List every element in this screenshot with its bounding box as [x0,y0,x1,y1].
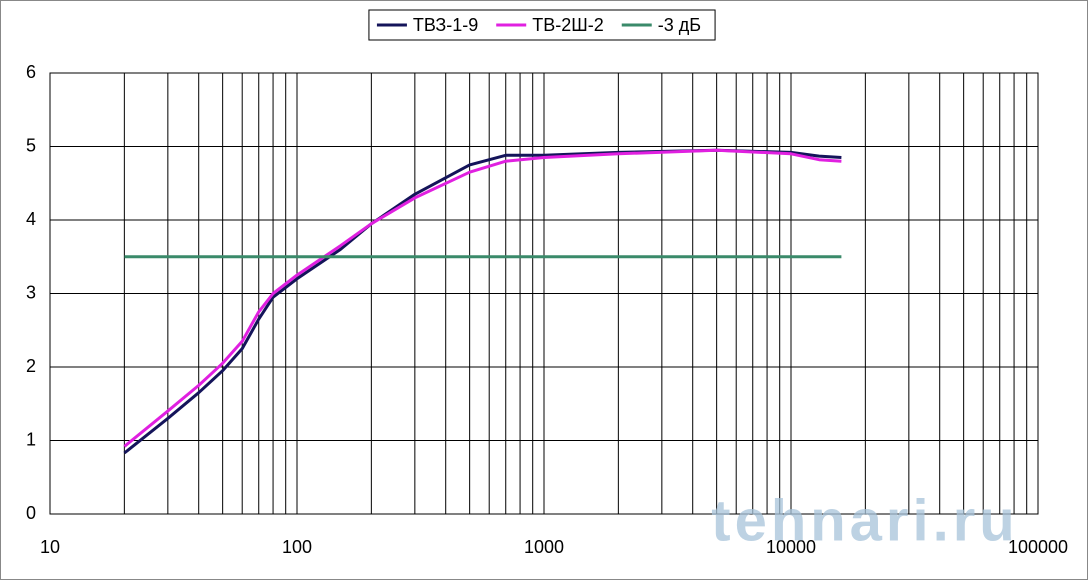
grid: 0 1 2 3 4 5 6 10 100 1000 10000 100000 [26,62,1068,557]
y-tick-label: 3 [26,282,36,302]
legend-label: ТВ-2Ш-2 [532,15,604,35]
legend-label: -3 дБ [658,15,701,35]
plot-lines [123,148,842,455]
x-tick-label: 10000 [766,537,816,557]
y-tick-label: 4 [26,209,36,229]
legend: ТВЗ-1-9 ТВ-2Ш-2 -3 дБ [368,9,716,41]
series-line [123,148,842,448]
y-tick-label: 1 [26,429,36,449]
x-tick-label: 100 [282,537,312,557]
y-tick-label: 6 [26,62,36,82]
y-tick-label: 2 [26,356,36,376]
y-tick-label: 0 [26,503,36,523]
watermark: tehnari.ru [711,488,1019,553]
legend-label: ТВЗ-1-9 [413,15,478,35]
plot-frame [49,72,1039,515]
legend-box [368,9,716,41]
x-tick-label: 1000 [524,537,564,557]
x-tick-label: 10 [40,537,60,557]
y-tick-label: 5 [26,135,36,155]
x-tick-label: 100000 [1008,537,1068,557]
